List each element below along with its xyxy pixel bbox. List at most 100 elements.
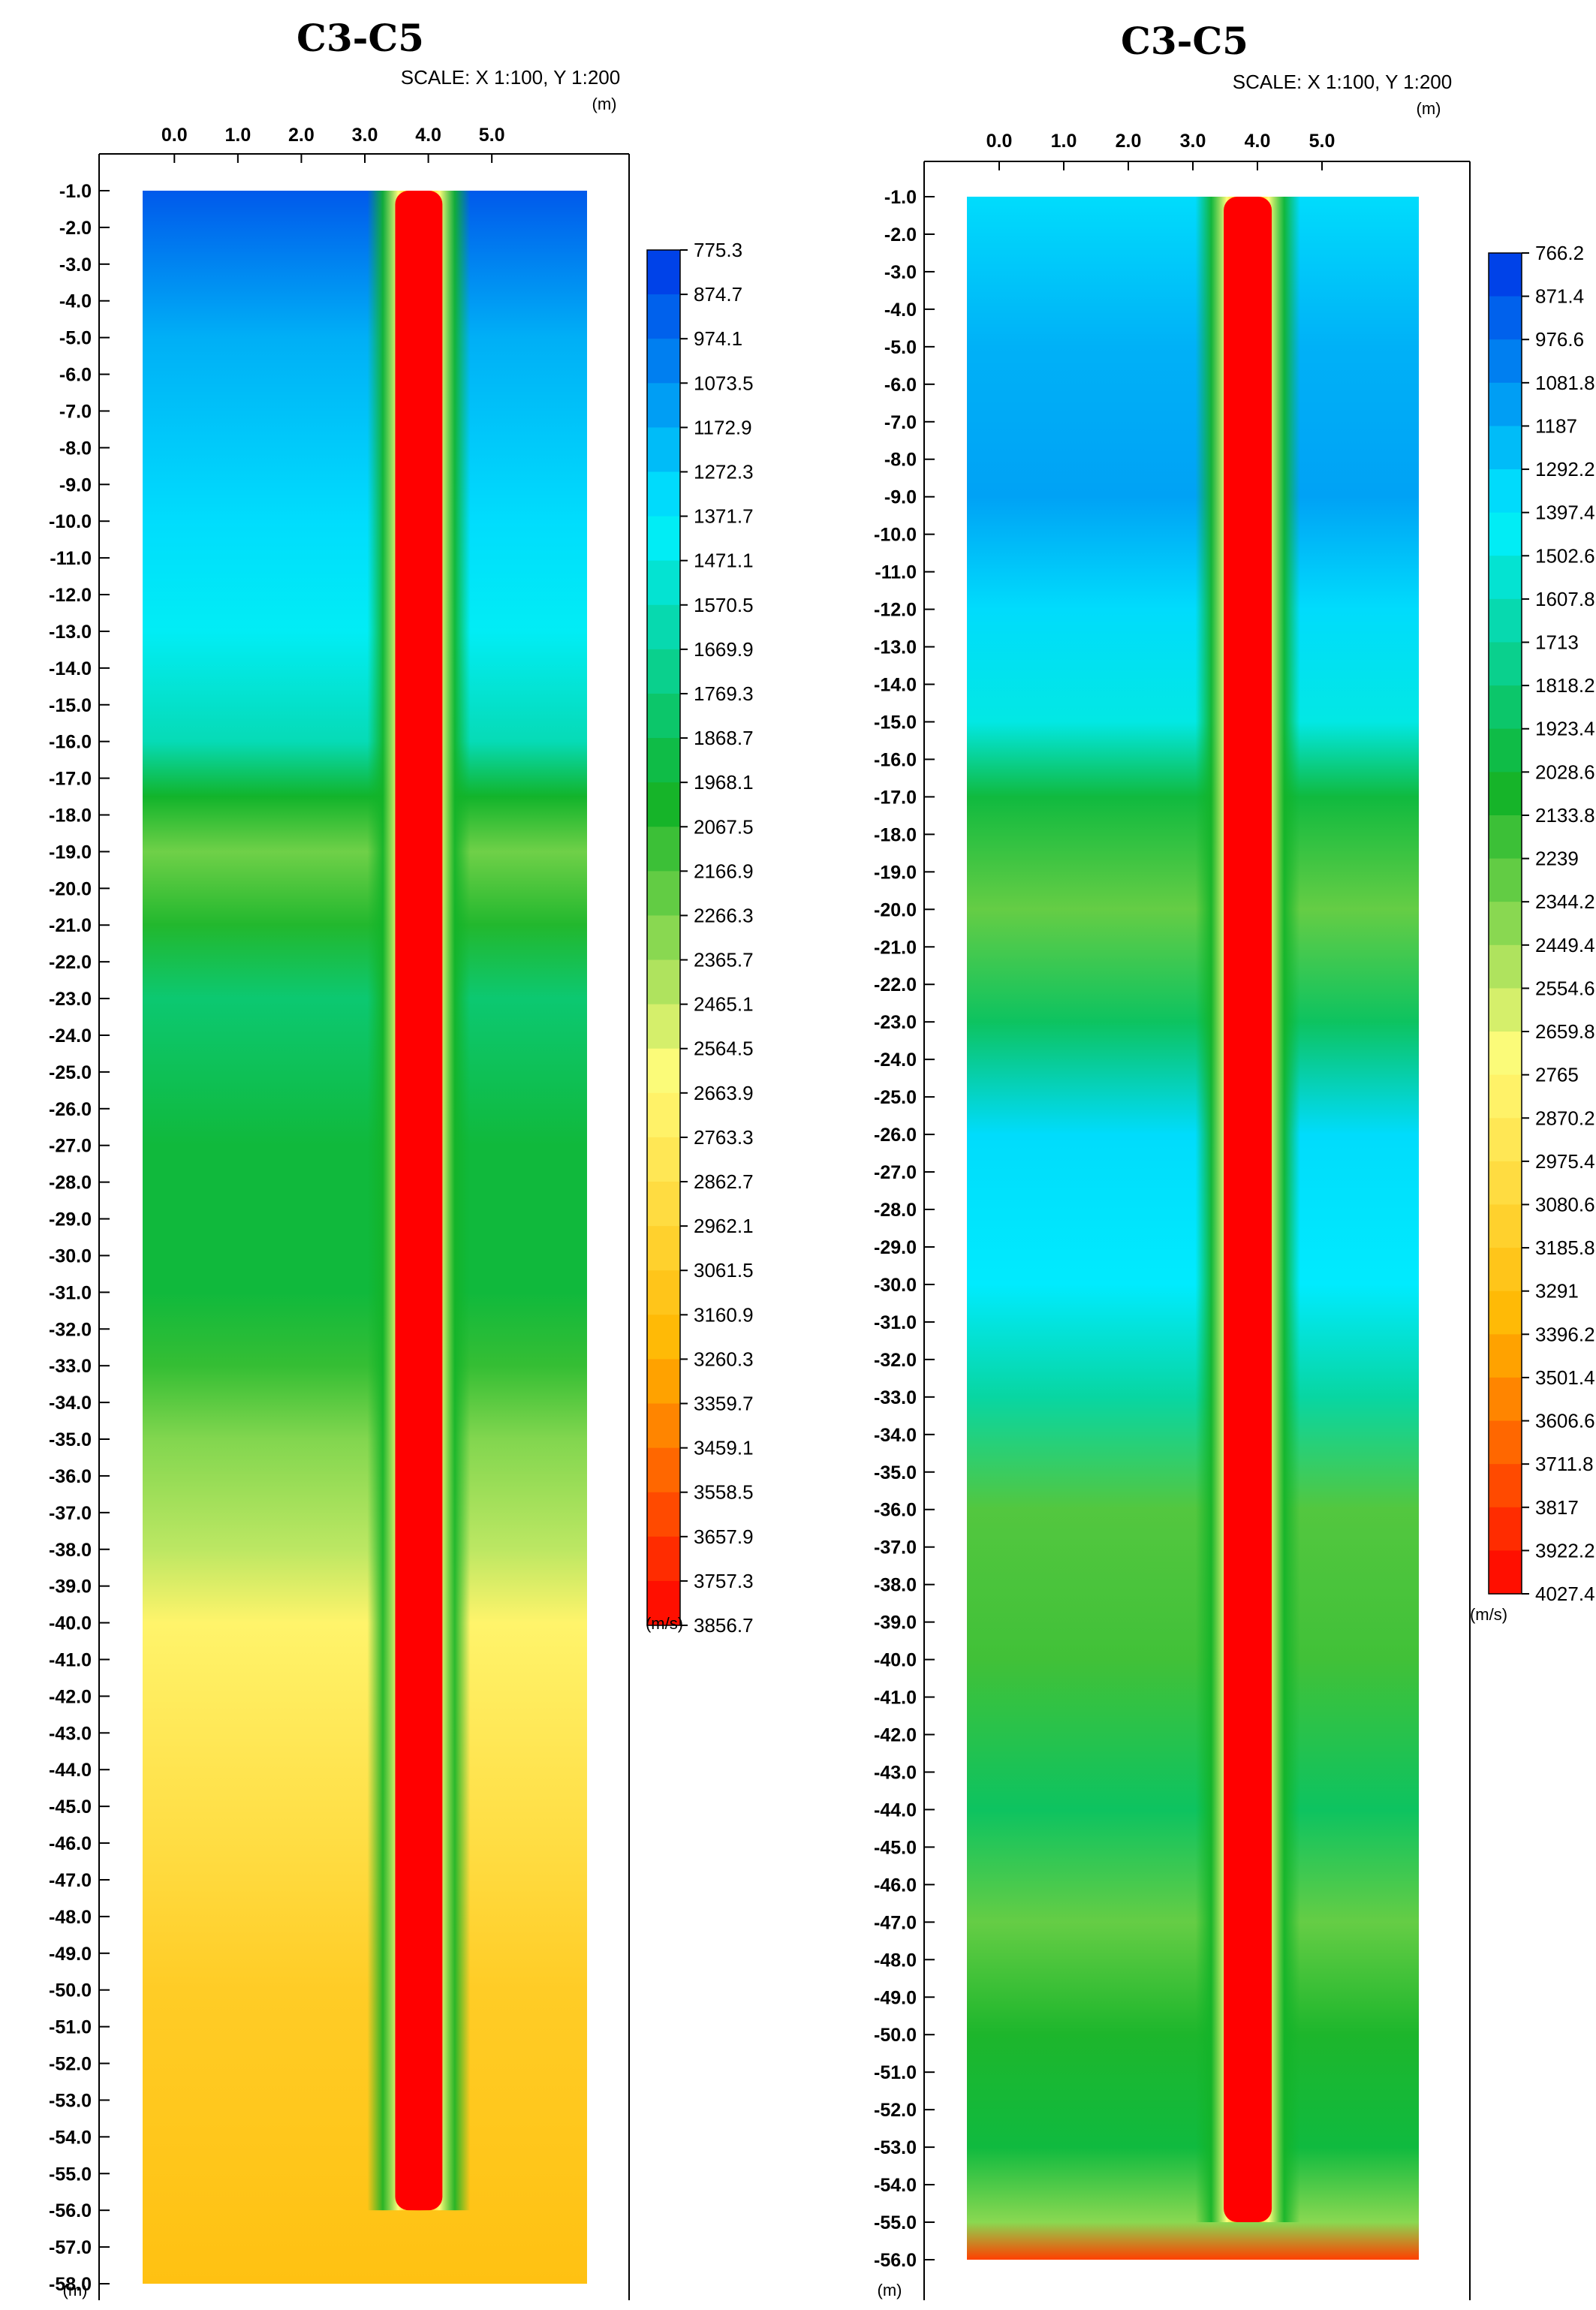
velocity-field-background xyxy=(143,191,587,2284)
colorbar-tick-label: 2564.5 xyxy=(694,1038,754,1060)
colorbar-swatch xyxy=(1489,1032,1522,1076)
y-tick-label: -46.0 xyxy=(874,1875,917,1896)
y-tick-label: -6.0 xyxy=(59,365,92,386)
x-tick-label: 5.0 xyxy=(1309,131,1336,152)
chart-subtitle: SCALE: X 1:100, Y 1:200 xyxy=(401,66,620,89)
y-tick-label: -40.0 xyxy=(49,1613,92,1634)
colorbar-swatch xyxy=(1489,1291,1522,1335)
y-tick-label: -36.0 xyxy=(874,1500,917,1521)
x-tick-label: 5.0 xyxy=(479,125,505,146)
tomogram-panel-right: C3-C5 SCALE: X 1:100, Y 1:200 (m) 0.0 1.0… xyxy=(798,0,1596,2310)
colorbar-tick-label: 1868.7 xyxy=(694,727,754,749)
colorbar-tick-label: 1769.3 xyxy=(694,682,754,705)
colorbar-tick-label: 871.4 xyxy=(1535,285,1584,308)
colorbar-tick-label: 3061.5 xyxy=(694,1259,754,1281)
colorbar-tick-label: 2870.2 xyxy=(1535,1107,1595,1129)
x-axis-unit: (m) xyxy=(592,95,617,113)
y-tick-label: -27.0 xyxy=(874,1162,917,1183)
colorbar-swatch xyxy=(647,1048,680,1094)
colorbar-swatch xyxy=(1489,598,1522,643)
y-tick-label: -48.0 xyxy=(874,1950,917,1971)
colorbar-ticks: 775.3 874.7 974.1 1073.5 1172.9 1272.3 1371.7 1… xyxy=(680,239,754,1637)
colorbar-unit: (m/s) xyxy=(1470,1605,1507,1624)
colorbar-swatch xyxy=(1489,1161,1522,1206)
colorbar-tick-label: 2344.2 xyxy=(1535,890,1595,913)
colorbar-tick-label: 2067.5 xyxy=(694,815,754,838)
colorbar-tick-label: 2763.3 xyxy=(694,1126,754,1149)
velocity-field xyxy=(143,191,587,2284)
colorbar-swatch xyxy=(647,782,680,827)
colorbar-swatch xyxy=(647,339,680,384)
y-tick-label: -52.0 xyxy=(49,2054,92,2075)
y-tick-label: -52.0 xyxy=(874,2100,917,2121)
y-tick-label: -11.0 xyxy=(50,548,92,569)
y-tick-label: -35.0 xyxy=(874,1462,917,1483)
x-tick-label: 3.0 xyxy=(1180,131,1206,152)
colorbar-tick-label: 3922.2 xyxy=(1535,1539,1595,1562)
colorbar-tick-label: 1570.5 xyxy=(694,594,754,616)
colorbar-tick-label: 3291 xyxy=(1535,1280,1579,1303)
y-tick-label: -14.0 xyxy=(874,675,917,696)
y-tick-label: -36.0 xyxy=(49,1466,92,1487)
colorbar-swatch xyxy=(647,649,680,694)
y-tick-label: -2.0 xyxy=(884,224,917,245)
x-axis-ticks: 0.0 1.0 2.0 3.0 4.0 5.0 xyxy=(986,131,1336,170)
y-tick-label: -19.0 xyxy=(874,862,917,883)
y-tick-label: -45.0 xyxy=(874,1837,917,1858)
colorbar-tick-label: 2028.6 xyxy=(1535,760,1595,783)
colorbar-tick-label: 1371.7 xyxy=(694,505,754,528)
y-tick-label: -21.0 xyxy=(49,915,92,936)
colorbar-tick-label: 4027.4 xyxy=(1535,1583,1595,1605)
colorbar-unit: (m/s) xyxy=(646,1614,683,1633)
y-tick-label: -38.0 xyxy=(874,1575,917,1596)
colorbar-swatch xyxy=(1489,512,1522,556)
y-tick-label: -57.0 xyxy=(49,2237,92,2258)
colorbar-swatch xyxy=(1489,815,1522,860)
colorbar-tick-label: 3558.5 xyxy=(694,1481,754,1504)
colorbar-tick-label: 1172.9 xyxy=(694,416,752,438)
y-axis-ticks: -1.0 -2.0 -3.0 -4.0 -5.0 -6.0 -7.0 -8.0 -9.0 -10.… xyxy=(874,187,935,2271)
chart-title: C3-C5 xyxy=(1121,19,1248,63)
y-tick-label: -6.0 xyxy=(884,375,917,396)
y-axis-unit: (m) xyxy=(63,2281,88,2299)
y-tick-label: -5.0 xyxy=(884,337,917,358)
y-tick-label: -15.0 xyxy=(874,712,917,733)
colorbar-tick-label: 3459.1 xyxy=(694,1437,754,1459)
colorbar-swatch xyxy=(647,959,680,1005)
colorbar-swatch xyxy=(647,1182,680,1227)
colorbar-swatch xyxy=(1489,1464,1522,1508)
y-tick-label: -17.0 xyxy=(874,787,917,808)
y-tick-label: -4.0 xyxy=(59,291,92,312)
colorbar-tick-label: 3856.7 xyxy=(694,1614,754,1637)
colorbar-swatch xyxy=(647,1270,680,1315)
colorbar-swatch xyxy=(647,915,680,961)
y-tick-label: -15.0 xyxy=(49,695,92,716)
y-tick-label: -37.0 xyxy=(49,1503,92,1524)
y-tick-label: -5.0 xyxy=(59,328,92,349)
colorbar-tick-label: 3501.4 xyxy=(1535,1366,1595,1389)
y-tick-label: -26.0 xyxy=(49,1099,92,1120)
colorbar-swatch xyxy=(1489,1377,1522,1422)
y-tick-label: -56.0 xyxy=(874,2250,917,2271)
colorbar-tick-label: 2554.6 xyxy=(1535,977,1595,999)
x-tick-label: 4.0 xyxy=(1245,131,1271,152)
y-tick-label: -55.0 xyxy=(874,2212,917,2233)
colorbar-tick-label: 1187 xyxy=(1535,414,1577,437)
x-tick-label: 2.0 xyxy=(288,125,315,146)
tomogram-panel-left: C3-C5 SCALE: X 1:100, Y 1:200 (m) 0.0 1.0… xyxy=(49,16,754,2300)
y-tick-label: -10.0 xyxy=(874,525,917,546)
pile-core xyxy=(1224,197,1272,2223)
y-tick-label: -23.0 xyxy=(49,989,92,1010)
y-tick-label: -41.0 xyxy=(874,1688,917,1709)
colorbar-tick-label: 2659.8 xyxy=(1535,1020,1595,1043)
y-tick-label: -9.0 xyxy=(59,474,92,495)
colorbar-swatch xyxy=(1489,944,1522,989)
colorbar-swatch xyxy=(647,693,680,739)
y-tick-label: -53.0 xyxy=(49,2090,92,2111)
y-tick-label: -12.0 xyxy=(49,585,92,606)
colorbar-swatch xyxy=(1489,858,1522,902)
colorbar-tick-label: 2962.1 xyxy=(694,1215,754,1237)
x-tick-label: 0.0 xyxy=(986,131,1013,152)
y-tick-label: -19.0 xyxy=(49,842,92,863)
y-tick-label: -16.0 xyxy=(874,749,917,770)
